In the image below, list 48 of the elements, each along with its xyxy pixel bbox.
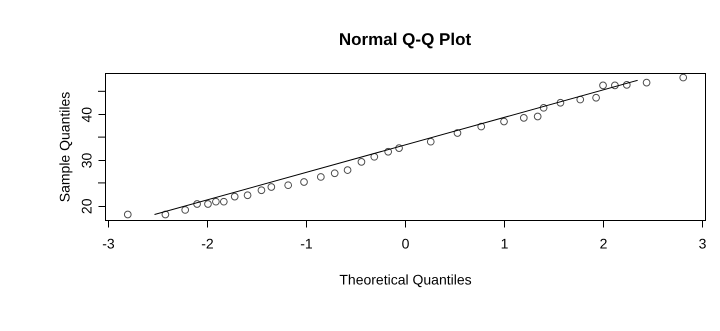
- point: [344, 166, 352, 174]
- point: [258, 186, 266, 194]
- point: [679, 74, 688, 82]
- chart-title: Normal Q-Q Plot: [338, 30, 472, 49]
- point: [124, 210, 132, 218]
- y-tick-label: 30: [78, 152, 94, 168]
- point: [454, 129, 462, 137]
- point: [212, 198, 220, 206]
- x-tick-label: 3: [698, 236, 707, 252]
- x-tick-label: 1: [500, 236, 509, 252]
- point: [520, 114, 528, 122]
- point: [534, 112, 542, 120]
- y-tick-label: 40: [78, 106, 94, 123]
- point: [395, 144, 403, 152]
- x-tick-label: -2: [201, 236, 214, 252]
- point: [426, 138, 435, 146]
- point: [181, 206, 190, 214]
- point: [576, 96, 584, 104]
- x-tick-label: -1: [300, 236, 313, 252]
- point: [592, 94, 600, 102]
- point: [477, 122, 486, 130]
- point: [193, 200, 201, 208]
- point: [370, 152, 378, 161]
- point: [220, 198, 228, 206]
- point: [330, 169, 339, 178]
- point: [284, 181, 292, 190]
- point: [622, 81, 631, 89]
- point: [267, 183, 276, 191]
- point: [230, 192, 239, 200]
- x-tick-label: -3: [102, 236, 115, 252]
- x-tick-label: 0: [402, 236, 410, 252]
- point: [642, 78, 650, 86]
- point: [500, 118, 508, 126]
- point: [540, 104, 548, 112]
- point: [204, 200, 212, 208]
- x-tick-label: 2: [600, 236, 608, 252]
- y-axis-title: Sample Quantiles: [56, 92, 72, 202]
- point: [162, 210, 170, 218]
- point: [611, 82, 619, 90]
- point: [358, 158, 366, 166]
- point: [599, 82, 607, 90]
- point: [300, 178, 308, 186]
- point: [316, 173, 325, 181]
- x-axis-title: Theoretical Quantiles: [339, 272, 472, 288]
- point: [556, 98, 564, 107]
- point: [384, 148, 392, 156]
- y-tick-label: 20: [78, 198, 94, 214]
- point: [244, 191, 252, 200]
